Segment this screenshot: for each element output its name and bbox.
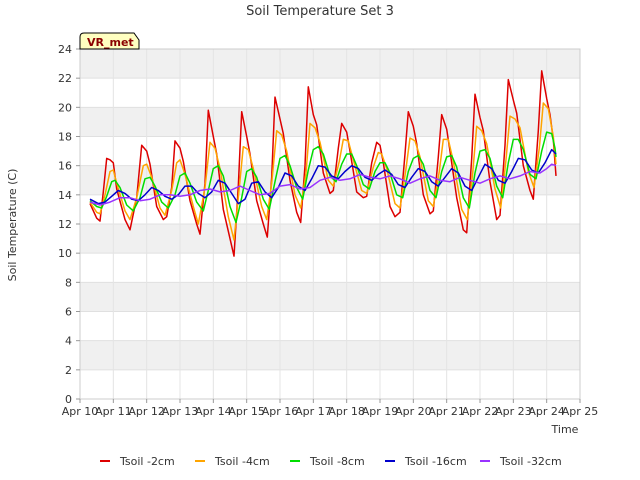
series-line-tsoil-32cm	[89, 163, 557, 206]
legend-label: Tsoil -2cm	[119, 455, 175, 468]
y-tick-label: 16	[58, 160, 72, 173]
y-tick-label: 22	[58, 72, 72, 85]
legend-item: Tsoil -32cm	[480, 455, 562, 468]
badge-label: VR_met	[87, 36, 134, 49]
x-tick-label: Apr 20	[395, 405, 432, 418]
series-layer	[89, 70, 557, 257]
legend-label: Tsoil -8cm	[309, 455, 365, 468]
y-tick-label: 8	[65, 276, 72, 289]
y-tick-label: 14	[58, 189, 72, 202]
y-tick-label: 0	[65, 393, 72, 406]
y-tick-label: 18	[58, 131, 72, 144]
y-tick-label: 4	[65, 335, 72, 348]
y-tick-label: 2	[65, 364, 72, 377]
grid-band	[80, 107, 580, 137]
legend-label: Tsoil -16cm	[404, 455, 467, 468]
x-tick-label: Apr 18	[328, 405, 365, 418]
y-tick-label: 12	[58, 218, 72, 231]
series-line-tsoil-16cm	[89, 148, 557, 205]
badge-shape	[79, 32, 140, 50]
grid-band	[80, 224, 580, 254]
legend-label: Tsoil -32cm	[499, 455, 562, 468]
y-tick-label: 6	[65, 306, 72, 319]
y-tick-label: 24	[58, 43, 72, 56]
x-tick-label: Apr 23	[495, 405, 532, 418]
x-tick-label: Apr 11	[95, 405, 132, 418]
grid-band	[80, 165, 580, 195]
series-line-tsoil-8cm	[89, 131, 557, 224]
x-tick-label: Apr 10	[62, 405, 99, 418]
chart-title: Soil Temperature Set 3	[246, 4, 394, 19]
legend-item: Tsoil -16cm	[385, 455, 467, 468]
x-tick-label: Apr 21	[428, 405, 465, 418]
x-tick-label: Apr 12	[128, 405, 165, 418]
x-tick-label: Apr 22	[462, 405, 499, 418]
vr-met-badge: VR_met	[79, 32, 140, 50]
legend-item: Tsoil -8cm	[290, 455, 365, 468]
series-line-tsoil-4cm	[89, 102, 557, 241]
x-tick-label: Apr 17	[295, 405, 332, 418]
x-tick-label: Apr 14	[195, 405, 232, 418]
x-tick-label: Apr 24	[528, 405, 565, 418]
x-tick-label: Apr 15	[228, 405, 265, 418]
legend-item: Tsoil -2cm	[100, 455, 175, 468]
legend-item: Tsoil -4cm	[195, 455, 270, 468]
y-axis-label: Soil Temperature (C)	[6, 169, 19, 282]
x-tick-label: Apr 16	[262, 405, 299, 418]
x-tick-label: Apr 19	[362, 405, 399, 418]
y-tick-label: 20	[58, 101, 72, 114]
x-axis-label: Time	[551, 423, 579, 436]
x-tick-label: Apr 25	[562, 405, 599, 418]
grid-band	[80, 282, 580, 312]
legend-label: Tsoil -4cm	[214, 455, 270, 468]
x-tick-label: Apr 13	[162, 405, 199, 418]
y-tick-label: 10	[58, 247, 72, 260]
grid-band	[80, 340, 580, 370]
legend: Tsoil -2cm Tsoil -4cm Tsoil -8cm Tsoil -16c…	[100, 455, 562, 468]
grid-band	[80, 49, 580, 79]
